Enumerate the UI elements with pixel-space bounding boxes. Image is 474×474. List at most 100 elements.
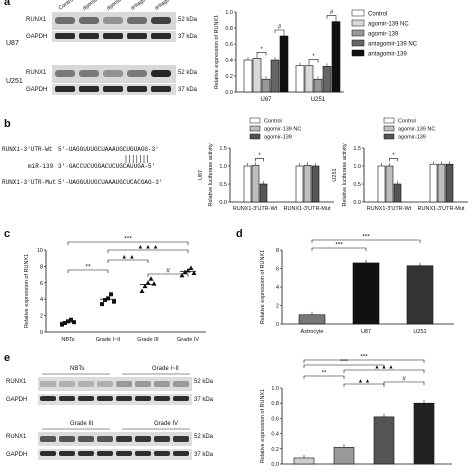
legend-swatch (351, 39, 365, 47)
seq-label-mir: miR-139 (28, 163, 54, 170)
bar (261, 78, 271, 93)
y-tick-label: 0 (276, 322, 279, 328)
blot-row-label-gapdh: GAPDH (6, 397, 28, 403)
data-point (109, 292, 113, 297)
legend-swatch (383, 117, 395, 124)
blot-band-gapdh (135, 396, 151, 401)
legend-label: Control (368, 12, 387, 18)
bar (377, 165, 386, 203)
bar (393, 183, 402, 203)
blot-band-gapdh (127, 86, 147, 92)
bar (385, 165, 394, 203)
chart-b-u87: 0.0 0.5 1.0 1.5 Relative luciferase activity… (198, 117, 334, 212)
blot-band-runx1 (55, 17, 75, 24)
panel-label-d: d (236, 228, 243, 240)
blot-band-gapdh (151, 86, 171, 92)
blot-row-label-gapdh: GAPDH (26, 87, 48, 93)
x-tick-label: Grade I~II (96, 337, 121, 343)
y-axis-label: Relative luciferase activity (208, 143, 214, 207)
blot-band-gapdh (154, 396, 170, 401)
bar (331, 21, 341, 93)
blot-band-runx1 (78, 381, 94, 387)
legend-label: agomir-139 (264, 135, 292, 141)
kda-label: 37 kDa (194, 397, 214, 403)
blot-group-label: Grade I~II (152, 366, 179, 372)
chart-e-bar: 0.0 0.2 0.4 0.6 0.8 1.0 Relative expression of… (260, 354, 452, 468)
blot-band-gapdh (78, 396, 94, 401)
significance-label: *** (335, 242, 343, 249)
y-axis-label: Relative expression of RUNX1 (214, 15, 220, 89)
cell-line-label-u87: U87 (6, 40, 19, 47)
y-tick-label: 0.4 (271, 432, 279, 438)
seq-label-mut: RUNX1-3'UTR-Mut (2, 179, 57, 186)
bar (311, 165, 320, 203)
blot-band-gapdh (55, 33, 75, 39)
bar (333, 446, 355, 465)
blot-band-runx1 (154, 436, 170, 442)
blot-band-gapdh (135, 451, 151, 456)
significance-bracket (383, 381, 425, 385)
data-point (100, 302, 104, 307)
significance-label: # (402, 377, 406, 383)
blot-band-gapdh (116, 396, 132, 401)
blot-band-runx1 (103, 70, 123, 77)
y-tick-label: 4 (276, 285, 279, 291)
y-tick-label: 0.8 (225, 26, 233, 32)
blot-band-runx1 (127, 70, 147, 77)
x-tick-label: NBTs (61, 337, 74, 343)
x-tick-label: RUNX1-3'UTR-Mut (284, 206, 331, 212)
kda-label: 52 kDa (194, 379, 214, 385)
blot-band-gapdh (79, 33, 99, 39)
y-tick-label: 0.8 (271, 401, 279, 407)
legend-label: agomir-139 (398, 135, 426, 141)
seq-mir: 3'-GACCUCUGGACUCUGCAUUGA-5' (58, 163, 156, 170)
significance-label: *** (362, 234, 370, 241)
kda-label: 37 kDa (178, 34, 198, 40)
data-point (60, 322, 64, 327)
legend-label: agomir-139 NC (398, 127, 435, 133)
blot-band-runx1 (135, 381, 151, 387)
seq-label-wt: RUNX1-3'UTR-Wt (2, 146, 53, 153)
significance-bracket (274, 29, 285, 33)
legend-swatch (351, 19, 365, 27)
bar (295, 165, 304, 203)
significance-bracket (308, 59, 319, 63)
kda-label: 37 kDa (178, 87, 198, 93)
x-tick-label: Astrocyte (301, 329, 324, 335)
y-axis-label: Relative expression of RUNX1 (260, 250, 266, 324)
kda-label: 52 kDa (178, 17, 198, 23)
blot-band-runx1 (97, 436, 113, 442)
kda-label: 52 kDa (194, 434, 214, 440)
significance-bracket (147, 273, 189, 277)
bar (295, 65, 305, 93)
y-tick-label: 0 (40, 330, 43, 336)
y-tick-label: 0.6 (271, 416, 279, 422)
blot-band-runx1 (154, 381, 170, 387)
significance-label: * (260, 47, 263, 53)
blot-band-gapdh (103, 33, 123, 39)
y-tick-label: 2 (276, 304, 279, 310)
significance-bracket (326, 15, 337, 19)
legend-swatch (249, 125, 261, 132)
y-tick-label: 6 (276, 267, 279, 273)
blot-band-runx1 (79, 70, 99, 77)
blot-band-gapdh (127, 33, 147, 39)
bar (303, 164, 312, 203)
y-tick-label: 0.5 (353, 182, 361, 188)
significance-label: ** (322, 371, 327, 377)
bar (352, 262, 380, 325)
y-tick-label: 0.0 (225, 90, 233, 96)
legend-label: agomir-139 NC (368, 22, 409, 28)
y-tick-label: 0.2 (225, 74, 233, 80)
y-tick-label: 0.5 (219, 182, 227, 188)
legend-swatch (351, 49, 365, 57)
bar (243, 59, 253, 93)
data-point (69, 317, 73, 322)
chart-b-u251: 0.0 0.5 1.0 1.5 Relative luciferase activity… (332, 117, 468, 212)
blot-image-e (38, 373, 192, 460)
panel-label-a: a (4, 0, 11, 8)
legend-label: agomir-139 NC (264, 127, 301, 133)
bar (313, 78, 323, 93)
data-point (63, 320, 67, 325)
blot-column-label: Control (58, 0, 76, 12)
